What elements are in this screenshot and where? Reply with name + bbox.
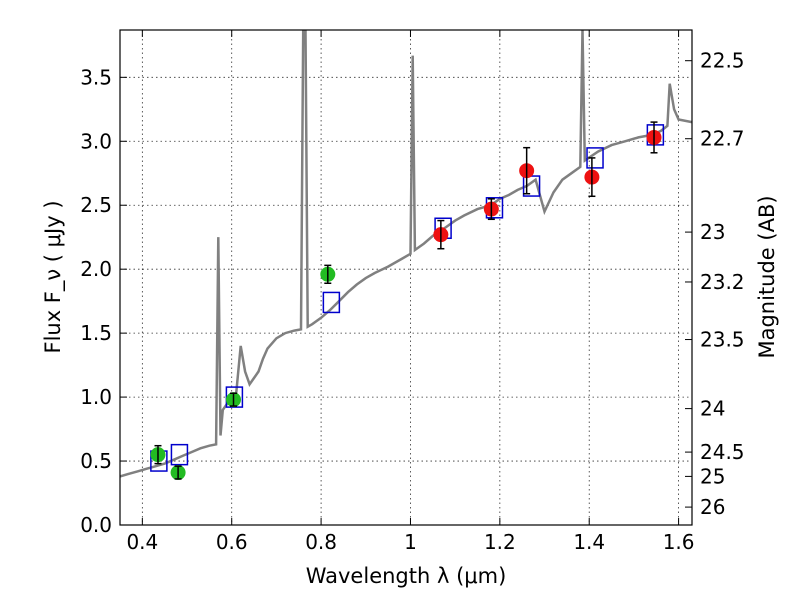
y-tick-label: 1.5 [80,321,112,345]
y-tick-label: 2.5 [80,193,112,217]
right-tick-label: 24 [700,397,725,421]
model-box [170,443,189,466]
right-tick-label: 25 [700,464,725,488]
series-layer [120,30,692,481]
tick-layer: 0.4 0.6 0.8 1 1.2 1.4 1.6 0.0 0.5 1.0 1.5 2.0 2.5 3.0… [80,30,745,554]
model-box [322,291,341,314]
plot-frame [119,29,693,526]
y-tick-label: 3.0 [80,129,112,153]
x-tick-label: 1.2 [484,530,516,554]
x-tick-label: 0.8 [305,530,337,554]
right-tick-label: 22.7 [700,127,745,151]
x-tick-label: 1 [404,530,417,554]
x-tick-label: 1.4 [573,530,605,554]
x-axis-label: Wavelength λ (μm) [306,564,507,588]
y-tick-label: 0.5 [80,449,112,473]
y-axis-label: Flux F_ν ( μJy ) [41,200,66,353]
spectrum-line [120,30,692,478]
y-tick-label: 2.0 [80,257,112,281]
y-tick-label: 1.0 [80,385,112,409]
right-tick-label: 23 [700,220,725,244]
y-tick-label: 0.0 [80,513,112,537]
y-tick-label: 3.5 [80,65,112,89]
x-tick-label: 1.6 [663,530,695,554]
right-axis-label: Magnitude (AB) [755,195,779,358]
x-tick-label: 0.6 [216,530,248,554]
right-tick-label: 24.5 [700,440,745,464]
model-box [586,147,604,169]
right-tick-label: 23.2 [700,270,745,294]
x-tick-label: 0.4 [126,530,158,554]
right-tick-label: 22.5 [700,49,745,73]
grid-lines [120,30,692,526]
right-tick-label: 26 [700,495,725,519]
right-tick-label: 23.5 [700,328,745,352]
